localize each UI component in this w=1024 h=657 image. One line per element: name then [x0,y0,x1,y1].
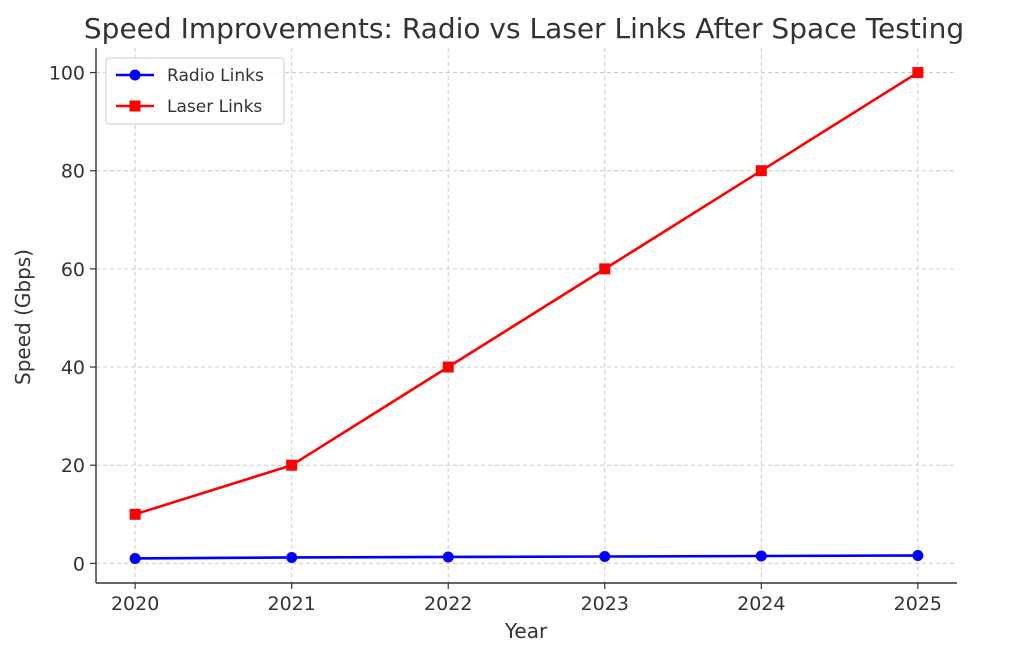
laser-links-point [129,508,141,520]
laser-links-point [286,459,298,471]
laser-links-point [755,165,767,177]
y-axis-label: Speed (Gbps) [11,249,35,385]
y-tick-label: 60 [61,259,85,281]
series-layer [129,67,924,564]
laser-links-point [442,361,454,373]
legend-radio-links-label: Radio Links [167,66,264,86]
y-tick-label: 80 [61,161,85,183]
x-tick-label: 2025 [894,593,942,615]
y-tick-label: 100 [49,63,85,85]
radio-links-point [755,550,767,562]
x-tick-label: 2024 [737,593,785,615]
grid [96,48,957,583]
legend-laser-links-label: Laser Links [167,97,262,117]
y-tick-label: 40 [61,357,85,379]
laser-links-point [912,67,924,79]
legend: Radio Links Laser Links [105,57,285,125]
radio-links-point [599,550,611,562]
laser-links-point [599,263,611,275]
y-tick-label: 20 [61,455,85,477]
legend-laser-links-marker [129,100,141,112]
x-axis-label: Year [504,619,548,643]
radio-links-point [442,551,454,563]
chart-title: Speed Improvements: Radio vs Laser Links… [84,12,964,45]
y-tick-label: 0 [73,553,85,575]
x-tick-label: 2021 [268,593,316,615]
x-tick-label: 2020 [111,593,159,615]
radio-links-point [286,551,298,563]
legend-radio-links-marker [129,69,141,81]
radio-links-point [912,550,924,562]
radio-links-line [135,554,918,560]
x-tick-label: 2023 [581,593,629,615]
x-tick-label: 2022 [424,593,472,615]
laser-links-line [134,71,919,516]
axes: 2020 2021 2022 2023 2024 2025 0 20 40 60 80 100 [49,48,957,615]
radio-links-point [129,552,141,564]
